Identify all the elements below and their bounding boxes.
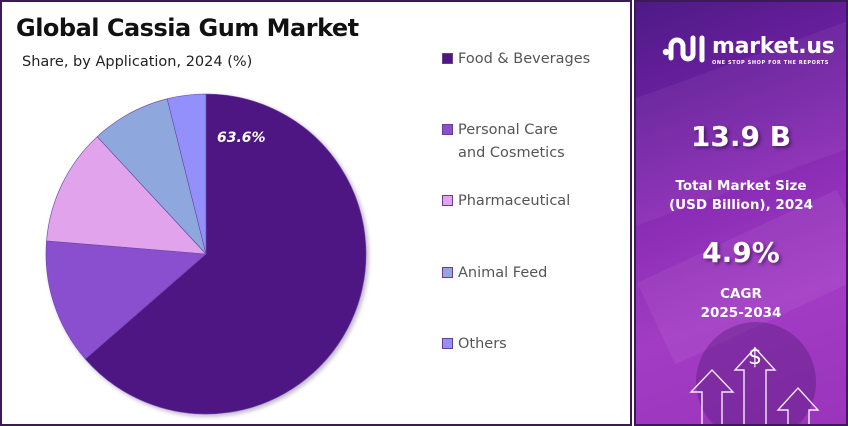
legend-label: Personal Care and Cosmetics	[458, 119, 618, 165]
market-us-logo-icon	[662, 35, 705, 63]
chart-panel: Global Cassia Gum Market Share, by Appli…	[0, 0, 632, 426]
brand-logo[interactable]: market.us ONE STOP SHOP FOR THE REPORTS	[662, 32, 835, 72]
legend-swatch-icon	[442, 338, 453, 349]
chart-title: Global Cassia Gum Market	[16, 14, 359, 42]
brand-name: market.us	[712, 34, 835, 59]
background-coin-decoration	[696, 322, 816, 424]
pie-slice-others[interactable]	[166, 93, 207, 255]
cagr-label-line1: CAGR	[720, 286, 762, 302]
legend-label: Others	[458, 336, 507, 352]
legend-item-animal-feed[interactable]: Animal Feed	[442, 262, 618, 285]
pie-data-label-food-beverages: 63.6%	[217, 130, 266, 146]
cagr-value: 4.9%	[702, 236, 780, 269]
legend-item-food-beverages[interactable]: Food & Beverages	[442, 48, 618, 71]
legend-item-pharmaceutical[interactable]: Pharmaceutical	[442, 190, 618, 213]
chart-legend: Food & Beverages Personal Care and Cosme…	[442, 2, 627, 426]
legend-swatch-icon	[442, 267, 453, 278]
chart-subtitle: Share, by Application, 2024 (%)	[22, 54, 253, 70]
market-size-value: 13.9 B	[690, 120, 792, 153]
pie-slice-personal-care[interactable]	[45, 240, 207, 360]
legend-swatch-icon	[442, 124, 453, 135]
legend-label: Animal Feed	[458, 265, 548, 281]
market-size-label: Total Market Size (USD Billion), 2024	[636, 177, 846, 215]
growth-arrows-icon: $	[689, 345, 820, 424]
legend-item-personal-care[interactable]: Personal Care and Cosmetics	[442, 119, 618, 165]
cagr-label: CAGR 2025-2034	[636, 285, 846, 323]
legend-item-others[interactable]: Others	[442, 333, 618, 356]
market-size-label-line2: (USD Billion), 2024	[668, 197, 814, 213]
market-size-label-line1: Total Market Size	[675, 178, 807, 194]
pie-slice-pharmaceutical[interactable]	[46, 136, 207, 255]
pie-chart: 63.6%	[2, 2, 422, 426]
legend-swatch-icon	[442, 195, 453, 206]
dollar-icon: $	[748, 345, 762, 370]
pie-chart-svg	[45, 93, 367, 415]
brand-tagline: ONE STOP SHOP FOR THE REPORTS	[712, 60, 829, 66]
legend-label-line1: Personal Care	[458, 122, 558, 138]
cagr-label-line2: 2025-2034	[700, 305, 782, 321]
legend-swatch-icon	[442, 53, 453, 64]
legend-label: Pharmaceutical	[458, 193, 571, 209]
pie-slice-food-beverages[interactable]	[84, 93, 367, 415]
legend-label-line2: and Cosmetics	[458, 145, 565, 161]
summary-panel: market.us ONE STOP SHOP FOR THE REPORTS …	[634, 0, 848, 426]
legend-label: Food & Beverages	[458, 51, 591, 67]
